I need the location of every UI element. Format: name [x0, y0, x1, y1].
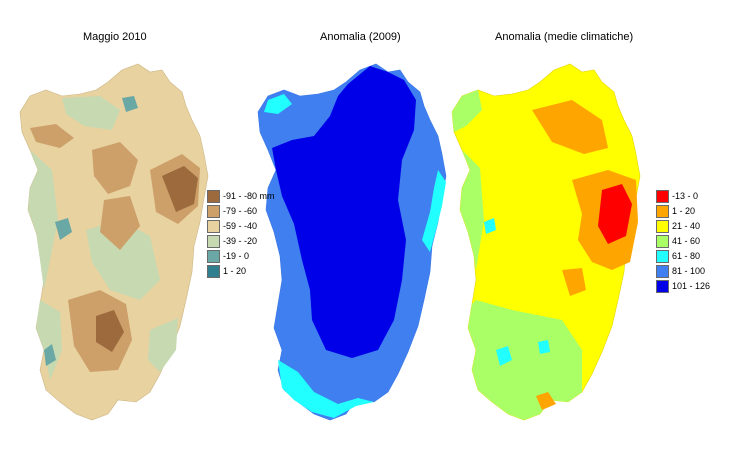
legend-label: 41 - 60 — [672, 236, 701, 246]
legend-item: -39 - -20 — [207, 234, 275, 249]
legend-item: 101 - 126 — [656, 279, 710, 294]
legend-swatch — [656, 235, 669, 248]
legend-item: 1 - 20 — [207, 264, 275, 279]
legend-swatch — [656, 190, 669, 203]
legend-swatch — [656, 220, 669, 233]
legend-swatch — [656, 265, 669, 278]
legend-swatch — [656, 205, 669, 218]
legend-item: 1 - 20 — [656, 204, 710, 219]
legend-swatch — [207, 250, 220, 263]
legend-label: -19 - 0 — [223, 251, 250, 261]
map-maggio-2010 — [19, 63, 209, 421]
legend-item: -19 - 0 — [207, 249, 275, 264]
legend-swatch — [207, 190, 220, 203]
legend-label: -79 - -60 — [223, 206, 258, 216]
legend-label: -91 - -80 mm — [223, 191, 275, 201]
legend-item: -13 - 0 — [656, 189, 710, 204]
legend-label: 1 - 20 — [223, 266, 247, 276]
legend-label: -39 - -20 — [223, 236, 258, 246]
legend-label: 81 - 100 — [672, 266, 706, 276]
legend-label: 21 - 40 — [672, 221, 701, 231]
panel-title-anomalia-medie: Anomalia (medie climatiche) — [495, 31, 634, 43]
legend-swatch — [207, 205, 220, 218]
legend-label: 101 - 126 — [672, 281, 711, 291]
legend-label: 61 - 80 — [672, 251, 701, 261]
legend-label: -59 - -40 — [223, 221, 258, 231]
legend-swatch — [207, 265, 220, 278]
legend-item: 61 - 80 — [656, 249, 710, 264]
legend-swatch — [656, 250, 669, 263]
map-maggio-zones — [28, 96, 200, 380]
legend-label: -13 - 0 — [672, 191, 699, 201]
map-anomalia-2009 — [257, 63, 447, 421]
legend-maggio: -91 - -80 mm -79 - -60 -59 - -40 -39 - -… — [207, 189, 275, 279]
map-anomalia-medie — [451, 63, 641, 421]
map-anomalia-2009-zones — [264, 66, 446, 418]
legend-item: -59 - -40 — [207, 219, 275, 234]
legend-anomalia-medie: -13 - 0 1 - 20 21 - 40 41 - 60 61 - 80 8… — [656, 189, 710, 294]
legend-label: 1 - 20 — [672, 206, 696, 216]
legend-item: 81 - 100 — [656, 264, 710, 279]
legend-item: 41 - 60 — [656, 234, 710, 249]
map-anomalia-medie-zones — [452, 90, 638, 420]
legend-swatch — [656, 280, 669, 293]
panel-title-anomalia-2009: Anomalia (2009) — [320, 31, 401, 43]
legend-swatch — [207, 235, 220, 248]
legend-item: -79 - -60 — [207, 204, 275, 219]
legend-item: 21 - 40 — [656, 219, 710, 234]
legend-item: -91 - -80 mm — [207, 189, 275, 204]
legend-swatch — [207, 220, 220, 233]
panel-title-maggio: Maggio 2010 — [83, 31, 147, 43]
